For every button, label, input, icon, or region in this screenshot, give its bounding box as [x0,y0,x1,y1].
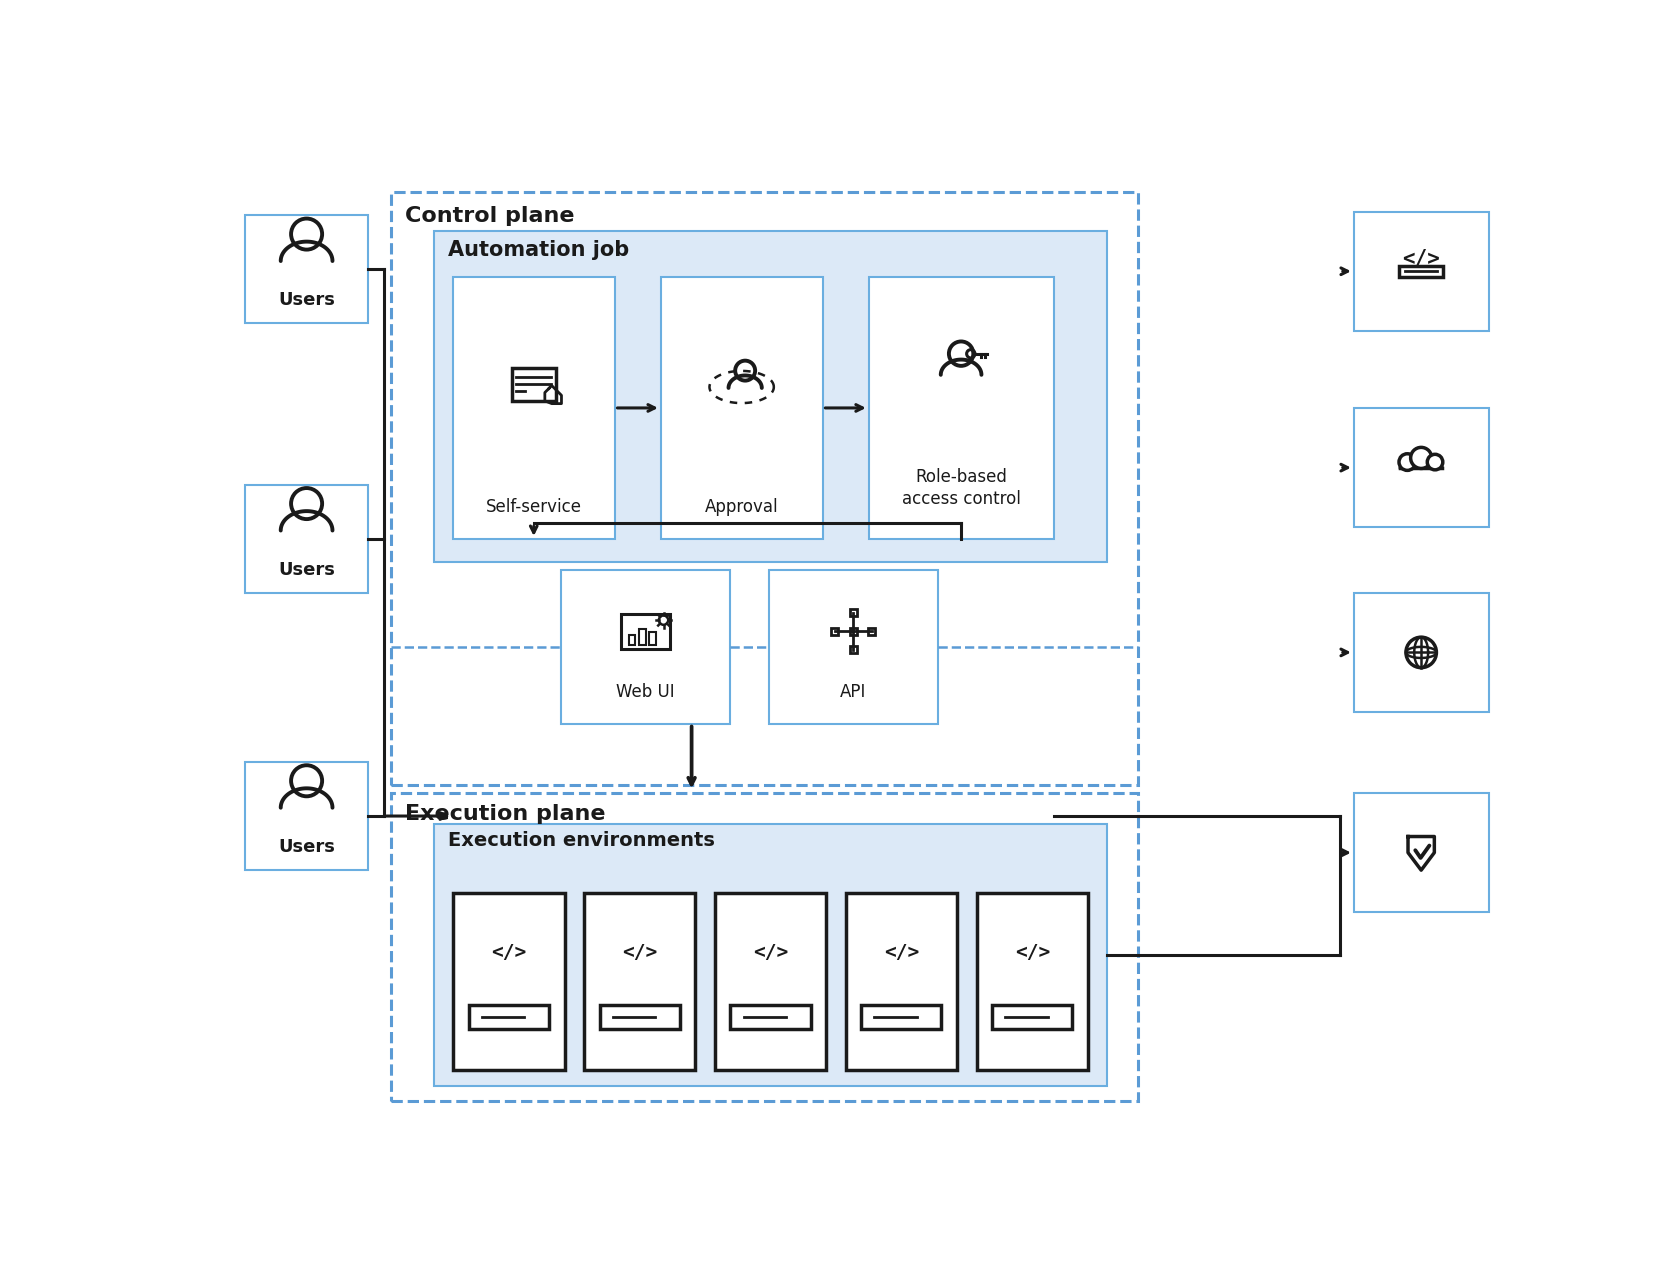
Circle shape [1399,454,1416,470]
Text: Users: Users [279,562,334,579]
Bar [731,1005,810,1029]
Text: Web UI: Web UI [617,682,675,700]
Text: </>: </> [884,942,919,962]
Text: </>: </> [491,942,526,962]
Text: Approval: Approval [706,497,778,515]
Text: API: API [840,682,867,700]
Text: Role-based
access control: Role-based access control [902,468,1020,508]
Text: Users: Users [279,291,334,309]
Bar [660,277,823,538]
Bar [561,569,731,723]
Bar [976,894,1089,1070]
Bar [512,368,556,401]
Bar [714,894,827,1070]
Bar [862,1005,941,1029]
Bar [769,569,937,723]
Bar [1354,212,1488,331]
Circle shape [1406,637,1436,668]
Bar [1354,592,1488,712]
Circle shape [1428,454,1443,469]
Bar [1399,267,1443,277]
Bar [628,635,635,645]
Text: Control plane: Control plane [405,206,575,226]
Text: Users: Users [279,838,334,856]
Bar [620,614,670,649]
Text: </>: </> [1403,249,1440,268]
Bar [469,1005,549,1029]
Bar [850,628,857,635]
Bar [869,277,1053,538]
Circle shape [1411,447,1431,468]
Polygon shape [1408,837,1435,870]
Bar [454,277,615,538]
Bar [245,762,368,870]
Bar [600,1005,680,1029]
Bar [850,609,857,617]
Bar [1354,794,1488,913]
Bar [245,215,368,323]
Bar [391,192,1139,786]
Text: Execution plane: Execution plane [405,804,606,824]
Text: </>: </> [622,942,657,962]
Text: </>: </> [1015,942,1050,962]
Bar [433,231,1107,562]
Text: Automation job: Automation job [447,240,628,260]
Bar [640,629,645,645]
Bar [993,1005,1072,1029]
Bar [433,824,1107,1086]
Text: </>: </> [753,942,788,962]
Bar [1354,408,1488,527]
Bar [850,646,857,653]
Polygon shape [1401,459,1441,468]
Text: Execution environments: Execution environments [447,832,714,850]
Bar [391,794,1139,1101]
Text: Self-service: Self-service [486,497,581,515]
Bar [832,628,838,635]
Bar [585,894,696,1070]
Bar [245,485,368,592]
Bar [454,894,564,1070]
Bar [650,632,655,645]
Bar [869,628,875,635]
Bar [845,894,958,1070]
